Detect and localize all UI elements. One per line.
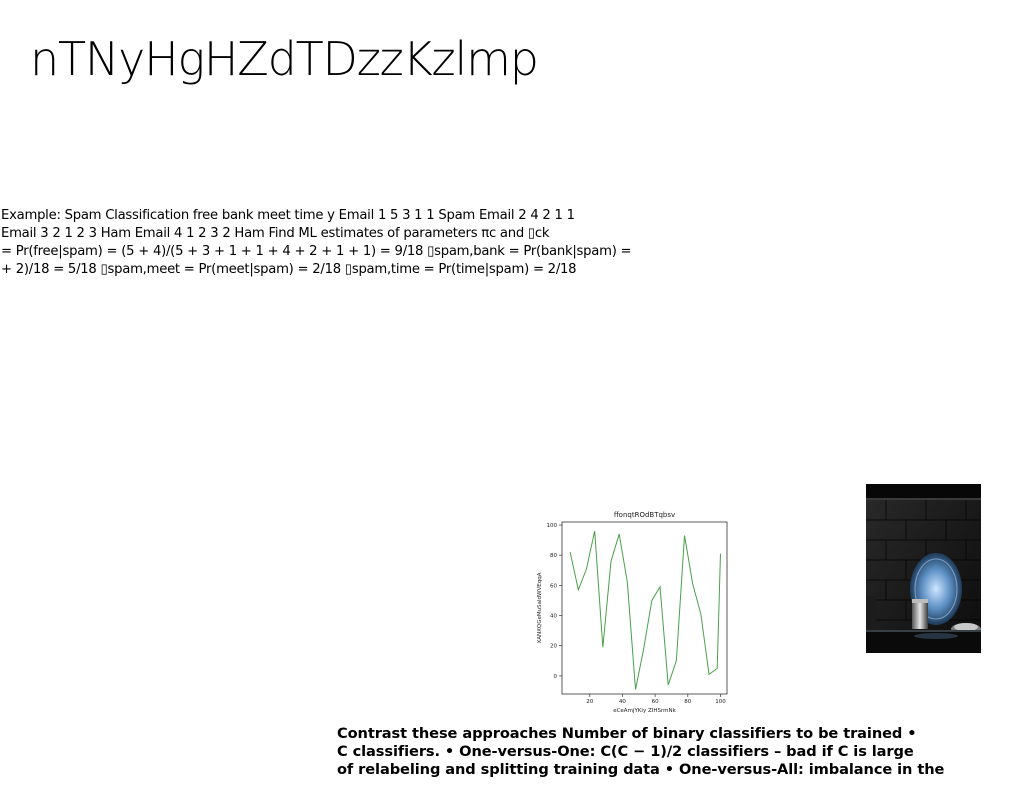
y-tick-label: 60 — [550, 583, 557, 589]
contrast-line: Contrast these approaches Number of bina… — [337, 725, 917, 742]
y-tick-label: 40 — [550, 614, 557, 620]
x-tick-label: 20 — [586, 699, 593, 705]
kitchen-photo — [866, 484, 981, 653]
example-text-block: Example: Spam Classification free bank m… — [1, 207, 701, 279]
example-line: = Pr(free|spam) = (5 + 4)/(5 + 3 + 1 + 1… — [1, 244, 632, 259]
example-line: Example: Spam Classification free bank m… — [1, 208, 575, 223]
y-tick-label: 20 — [550, 644, 557, 650]
y-tick-label: 0 — [554, 674, 558, 680]
chart-frame — [561, 521, 728, 695]
line-chart: ffonqtROdBTqbsv eCeAmjYKiy ZIHSrmNk XANXQG… — [530, 505, 735, 715]
x-tick-label: 40 — [619, 699, 626, 705]
x-tick-label: 80 — [684, 699, 691, 705]
x-axis-label: eCeAmjYKiy ZIHSrmNk — [613, 708, 676, 714]
contrast-line: C classifiers. • One-versus-One: C(C − 1… — [337, 743, 914, 760]
example-line: Email 3 2 1 2 3 Ham Email 4 1 2 3 2 Ham … — [1, 226, 550, 241]
y-axis-label: XANXQGeMuSaIdWVEqqA — [537, 572, 543, 643]
page-title: nTNyHgHZdTDzzKzlmp — [30, 32, 539, 86]
kitchen-photo-image — [866, 484, 981, 653]
y-tick-label: 100 — [547, 523, 558, 529]
contrast-line: of relabeling and splitting training dat… — [337, 761, 945, 778]
x-tick-label: 100 — [715, 699, 726, 705]
series-line — [569, 530, 721, 690]
contrast-text-block: Contrast these approaches Number of bina… — [337, 725, 1017, 779]
chart-title: ffonqtROdBTqbsv — [614, 511, 675, 519]
example-line: + 2)/18 = 5/18 ▯spam,meet = Pr(meet|spam… — [1, 262, 577, 277]
y-tick-label: 80 — [550, 553, 557, 559]
line-chart-svg: ffonqtROdBTqbsv eCeAmjYKiy ZIHSrmNk XANXQG… — [537, 511, 728, 714]
x-tick-label: 60 — [652, 699, 659, 705]
